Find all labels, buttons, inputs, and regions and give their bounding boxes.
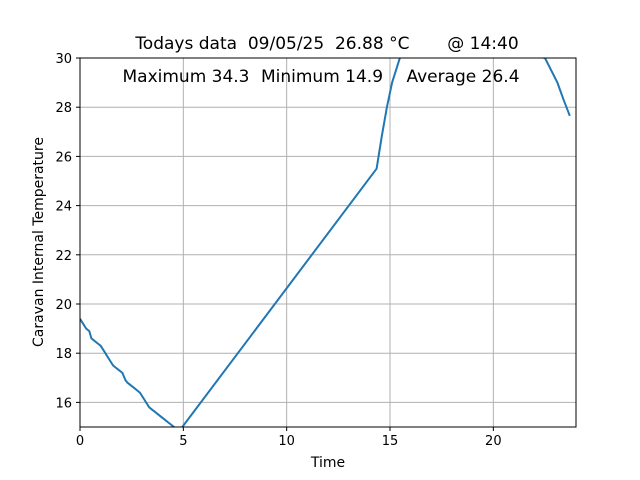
x-tick-label: 20 [485,434,502,449]
plot-frame [79,57,577,428]
stat-annotation: Maximum 34.3 [122,67,249,87]
y-tick-label: 24 [55,200,72,215]
x-tick-label: 0 [76,434,84,449]
y-tick-label: 16 [55,396,72,411]
y-tick-label: 30 [55,52,72,67]
axis-ticks: 0 5 10 15 20 16 18 20 22 24 26 28 30 [55,52,501,449]
y-tick-label: 26 [55,150,72,165]
x-tick-label: 5 [179,434,187,449]
y-tick-label: 28 [55,101,72,116]
stat-annotation: Average 26.4 [406,67,519,87]
x-tick-label: 10 [278,434,295,449]
temperature-series-line [80,58,571,427]
annotations: Maximum 34.3 Minimum 14.9 Average 26.4 [122,67,519,87]
grid [79,57,576,427]
y-tick-label: 20 [55,298,72,313]
x-tick-label: 15 [382,434,399,449]
y-tick-label: 22 [55,249,72,264]
y-axis-label: Caravan Internal Temperature [31,137,47,347]
plot-area [80,58,571,427]
x-axis-label: Time [310,455,345,471]
y-tick-label: 18 [55,347,72,362]
stat-annotation: Minimum 14.9 [261,67,383,87]
chart-title: Todays data 09/05/25 26.88 °C @ 14:40 [134,34,518,54]
